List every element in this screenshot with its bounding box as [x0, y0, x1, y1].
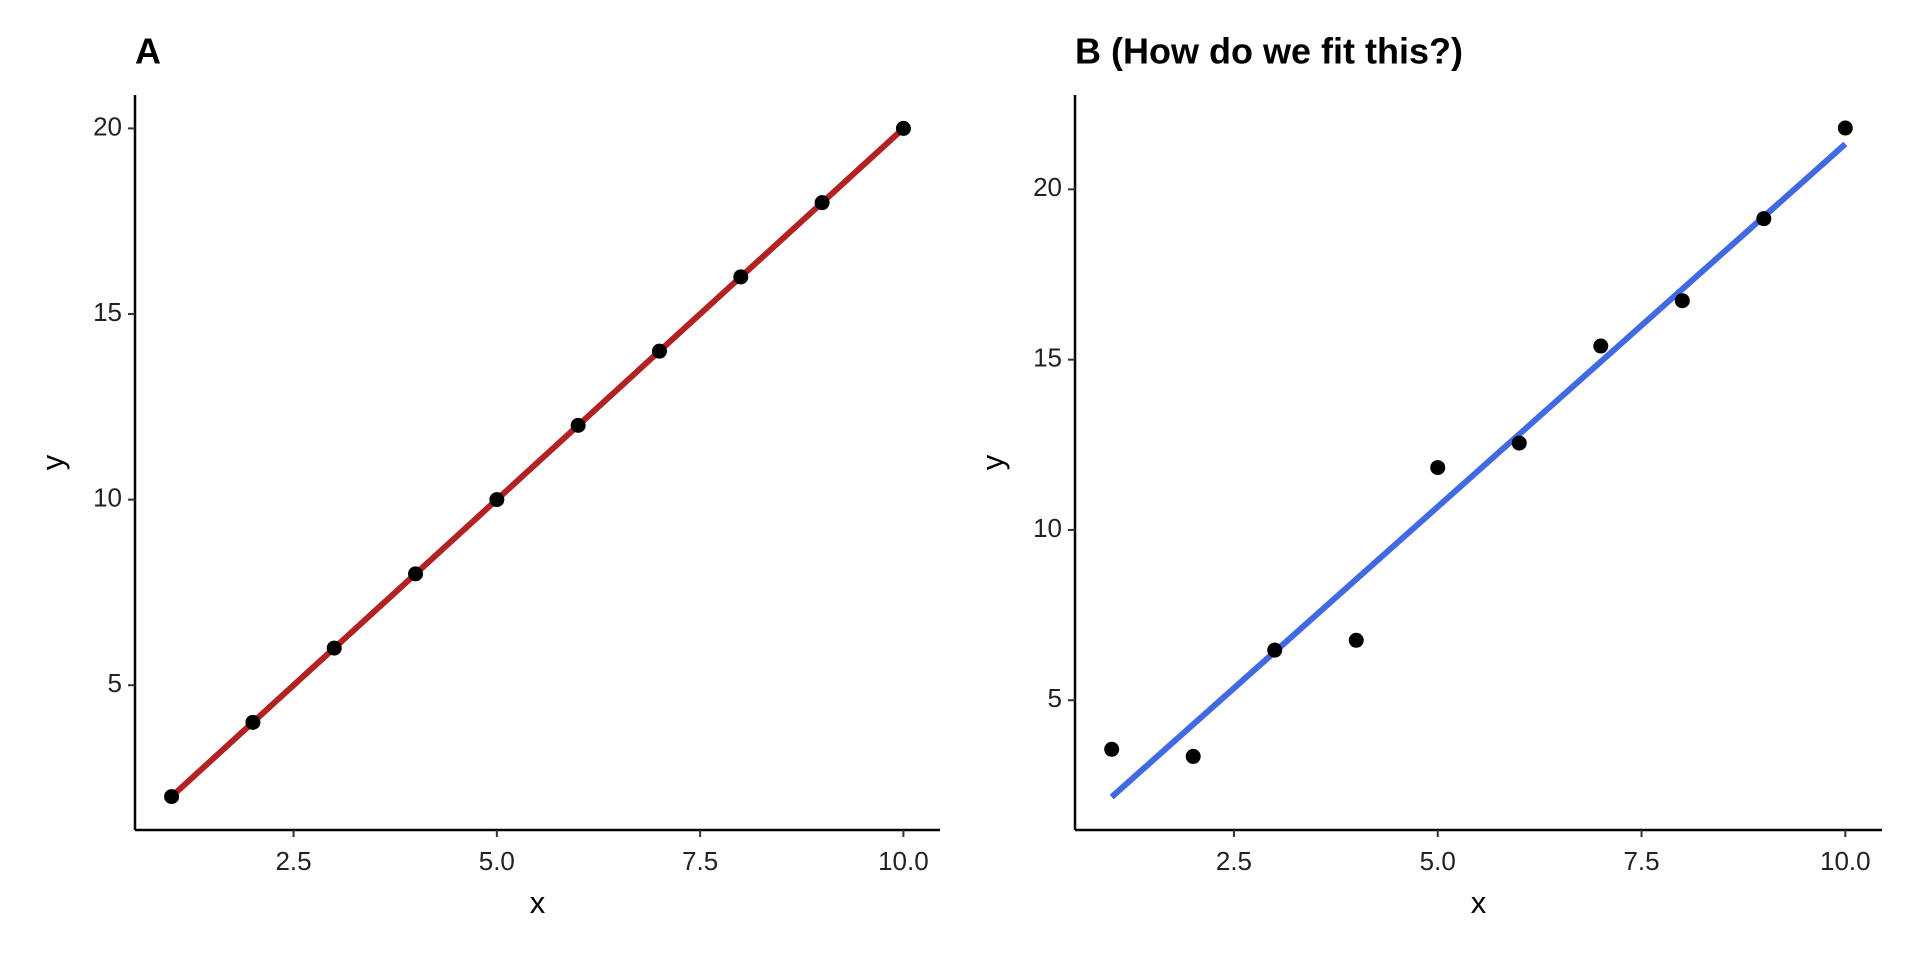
- y-tick-label: 20: [93, 111, 122, 141]
- point: [1430, 460, 1446, 476]
- point: [1185, 748, 1201, 764]
- x-axis-title: x: [530, 885, 546, 920]
- x-tick-label: 2.5: [275, 846, 311, 876]
- point: [895, 120, 911, 136]
- fit-line: [1109, 141, 1848, 800]
- y-tick-label: 20: [1033, 172, 1062, 202]
- y-axis-title: y: [975, 454, 1010, 470]
- x-tick-label: 10.0: [878, 846, 929, 876]
- point: [1674, 293, 1690, 309]
- point: [1593, 338, 1609, 354]
- point: [1267, 642, 1283, 658]
- point: [1104, 741, 1120, 757]
- y-tick-label: 5: [108, 668, 122, 698]
- x-tick-label: 10.0: [1820, 846, 1871, 876]
- x-tick-label: 5.0: [479, 846, 515, 876]
- point: [733, 269, 749, 285]
- x-tick-label: 7.5: [682, 846, 718, 876]
- y-tick-label: 10: [1033, 513, 1062, 543]
- y-tick-label: 15: [1033, 343, 1062, 373]
- y-axis-title: y: [35, 454, 70, 470]
- fit-line: [169, 126, 906, 799]
- point: [489, 492, 505, 508]
- point: [1511, 435, 1527, 451]
- point: [1837, 120, 1853, 136]
- y-tick-label: 10: [93, 482, 122, 512]
- point: [245, 714, 261, 730]
- point: [814, 195, 830, 211]
- x-axis-title: x: [1471, 885, 1487, 920]
- y-tick-label: 5: [1048, 683, 1062, 713]
- point: [570, 417, 586, 433]
- x-tick-label: 2.5: [1216, 846, 1252, 876]
- x-tick-label: 5.0: [1420, 846, 1456, 876]
- point: [408, 566, 424, 582]
- x-tick-label: 7.5: [1623, 846, 1659, 876]
- y-tick-label: 15: [93, 297, 122, 327]
- point: [651, 343, 667, 359]
- panel-title: B (How do we fit this?): [1075, 31, 1463, 72]
- point: [1756, 211, 1772, 227]
- point: [164, 789, 180, 805]
- panel-title: A: [135, 31, 161, 72]
- point: [326, 640, 342, 656]
- point: [1348, 632, 1364, 648]
